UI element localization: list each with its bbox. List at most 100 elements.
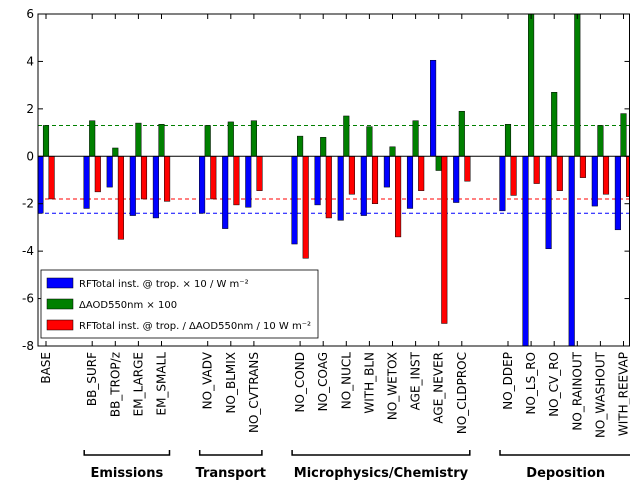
legend-label: ΔAOD550nm × 100 (79, 300, 177, 311)
y-tick-label: 0 (26, 149, 34, 163)
x-tick-label: BB_TROP/z (108, 352, 122, 417)
legend-swatch (46, 319, 74, 331)
x-tick-label: EM_LARGE (131, 352, 145, 416)
bar (533, 156, 540, 184)
bar (435, 156, 442, 171)
bar (343, 115, 350, 157)
bar (412, 120, 419, 157)
bar (366, 126, 373, 157)
bar (602, 156, 610, 195)
group-bracket (198, 450, 263, 456)
bar (551, 92, 558, 157)
bar (545, 156, 552, 250)
bar (94, 156, 101, 193)
bar (291, 156, 298, 245)
y-tick-label: -8 (22, 339, 34, 353)
bar (302, 156, 309, 259)
x-tick-label: AGE_INST (409, 351, 423, 410)
bar (574, 14, 581, 157)
bar (320, 137, 327, 157)
plot-area (38, 14, 630, 346)
x-tick-label: WITH_BLN (362, 352, 376, 414)
bar (314, 156, 321, 206)
legend-swatch (46, 298, 74, 310)
group-bracket (291, 450, 471, 456)
group-label: Microphysics/Chemistry (294, 466, 469, 481)
bar (256, 156, 263, 191)
bar (227, 121, 234, 157)
x-tick-label: BB_SURF (85, 352, 99, 406)
bar (499, 156, 506, 212)
bar (614, 156, 621, 231)
bar (48, 156, 55, 200)
bar (325, 156, 332, 219)
bar (504, 124, 512, 157)
legend-label: RFTotal inst. @ trop. / ΔAOD550nm / 10 W… (79, 321, 311, 332)
bar (297, 135, 304, 157)
bar (348, 156, 355, 195)
bar (204, 125, 211, 157)
group-bracket (83, 450, 171, 456)
bar (210, 156, 217, 200)
x-tick-label: NO_WETOX (386, 352, 400, 420)
bar (591, 156, 598, 207)
bar (528, 14, 535, 157)
x-tick-label: WITH_REEVAP (617, 352, 630, 436)
x-tick-label: NO_CLDPROC (455, 352, 469, 434)
bar (135, 122, 142, 157)
x-tick-label: NO_CVTRANS (247, 352, 261, 433)
bar (597, 125, 604, 157)
bar (199, 156, 206, 214)
bar (430, 59, 437, 157)
bar (164, 156, 171, 202)
bar (337, 156, 344, 221)
bar (360, 156, 367, 216)
x-tick-label: NO_LS_RO (524, 352, 538, 415)
bar (250, 120, 257, 157)
y-tick-label: -6 (22, 292, 34, 306)
y-tick-label: 4 (26, 54, 34, 68)
bar (556, 156, 563, 191)
group-label: Deposition (526, 466, 605, 481)
x-tick-label: EM_SMALL (155, 352, 169, 416)
bar (106, 156, 113, 188)
bar (158, 124, 165, 157)
x-tick-label: BASE (39, 352, 53, 384)
group-label: Transport (196, 466, 266, 481)
bar (418, 156, 425, 191)
bar (371, 156, 379, 204)
y-tick-label: -4 (22, 244, 34, 258)
bar (383, 156, 390, 188)
x-tick-label: NO_COND (293, 352, 307, 412)
bar (222, 156, 229, 229)
x-tick-label: NO_RAINOUT (570, 351, 584, 430)
group-bracket (499, 450, 630, 456)
x-tick-label: NO_COAG (316, 352, 330, 411)
bar (620, 113, 627, 157)
x-tick-label: NO_VADV (201, 351, 215, 409)
bar (389, 146, 396, 157)
bar (245, 156, 252, 208)
bar (117, 156, 124, 240)
bar (453, 156, 460, 203)
y-tick-label: 2 (26, 102, 34, 116)
bar (112, 147, 119, 157)
bar (140, 156, 148, 200)
legend-label: RFTotal inst. @ trop. × 10 / W m⁻² (79, 279, 249, 290)
bar (152, 156, 159, 219)
bar (83, 156, 90, 209)
x-tick-label: NO_DDEP (501, 352, 515, 410)
bar (406, 156, 414, 209)
y-tick-label: 6 (26, 7, 34, 21)
y-tick-label: -2 (22, 197, 34, 211)
bar (395, 156, 402, 238)
x-tick-label: NO_WASHOUT (593, 351, 607, 438)
legend-box (40, 269, 319, 339)
x-tick-label: AGE_NEVER (432, 352, 446, 424)
bar (89, 120, 96, 157)
bar (233, 156, 240, 206)
x-tick-label: NO_NUCL (339, 352, 353, 410)
bar (458, 110, 465, 157)
bar (522, 156, 529, 346)
